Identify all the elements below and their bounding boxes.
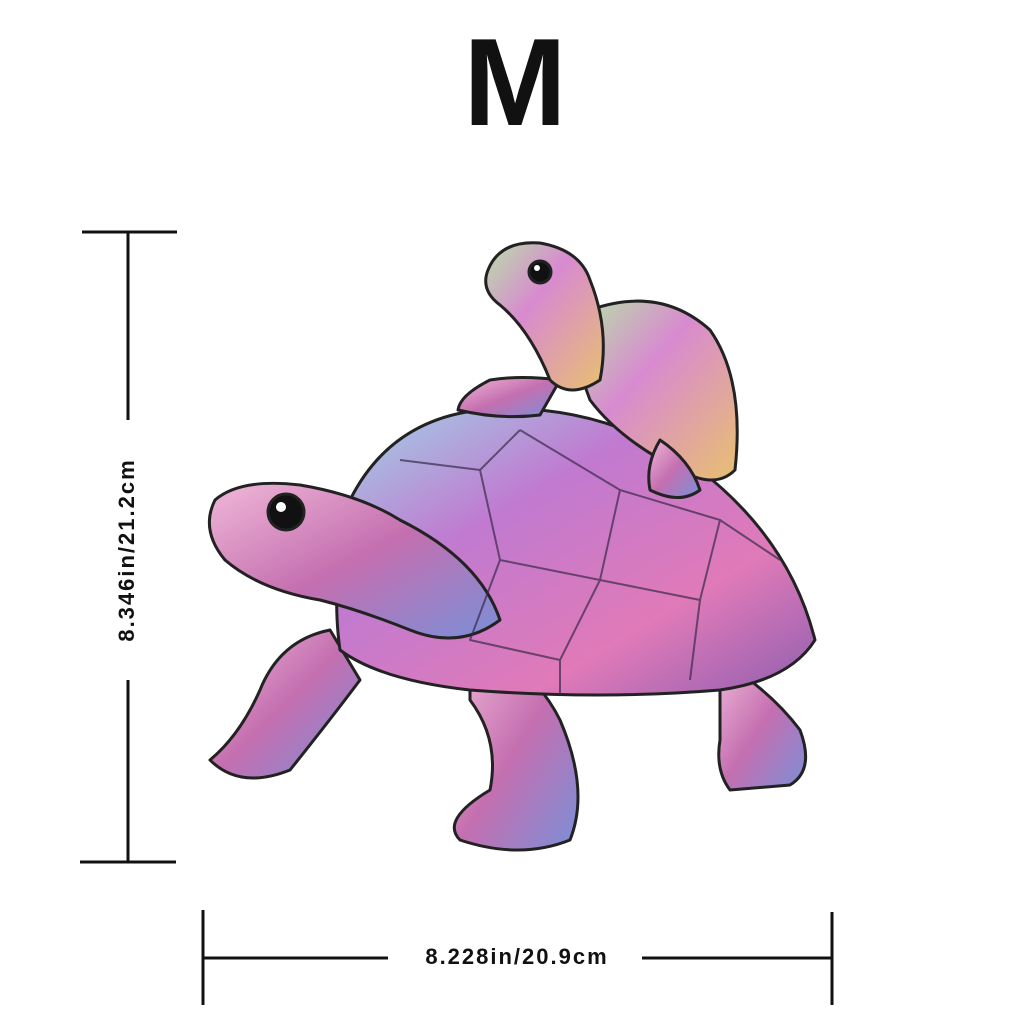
size-title: M [463, 14, 566, 152]
width-dimension: 8.228in/20.9cm [201, 910, 834, 1005]
height-dimension: 8.346in/21.2cm [80, 230, 177, 864]
height-label: 8.346in/21.2cm [114, 458, 139, 641]
width-label: 8.228in/20.9cm [425, 944, 608, 969]
turtle-illustration [207, 241, 817, 852]
